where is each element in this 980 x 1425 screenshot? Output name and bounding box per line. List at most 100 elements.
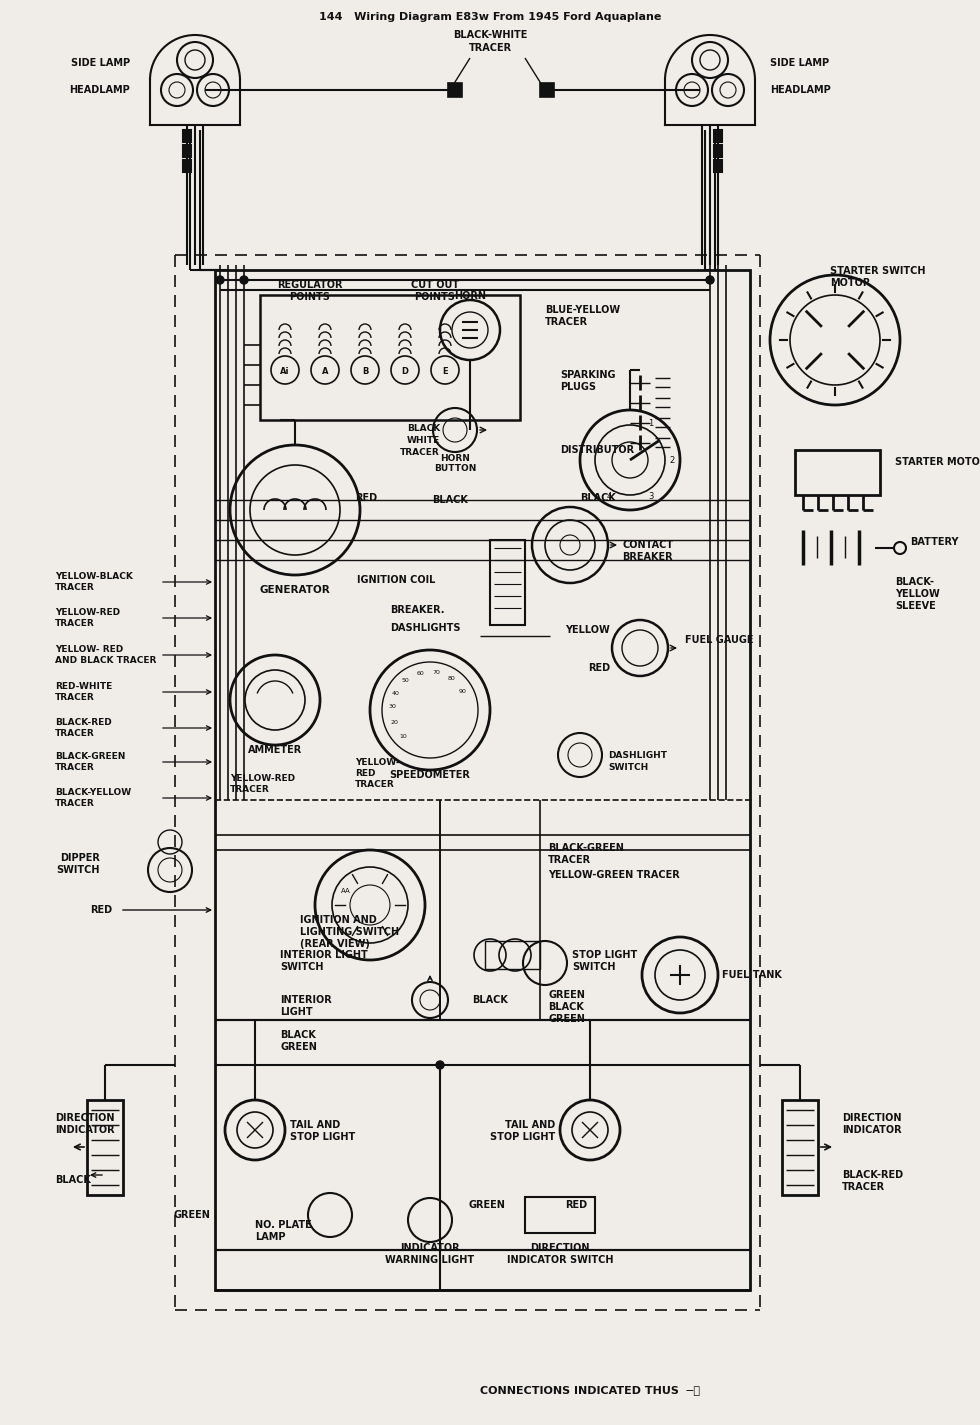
Text: DIPPER: DIPPER <box>60 854 100 864</box>
Text: LAMP: LAMP <box>255 1233 285 1243</box>
Text: SWITCH: SWITCH <box>280 962 323 972</box>
Text: TRACER: TRACER <box>468 43 512 53</box>
Text: BLACK: BLACK <box>432 494 468 504</box>
Text: LIGHT: LIGHT <box>280 1007 313 1017</box>
Text: DISTRIBUTOR: DISTRIBUTOR <box>560 445 634 455</box>
Text: (REAR VIEW): (REAR VIEW) <box>300 939 369 949</box>
Bar <box>183 160 191 172</box>
Text: PLUGS: PLUGS <box>560 382 596 392</box>
Bar <box>714 160 722 172</box>
Text: GREEN: GREEN <box>468 1200 505 1210</box>
Text: IGNITION COIL: IGNITION COIL <box>357 576 435 586</box>
Circle shape <box>216 276 224 284</box>
Text: HORN: HORN <box>440 453 470 463</box>
Text: YELLOW- RED
AND BLACK TRACER: YELLOW- RED AND BLACK TRACER <box>55 646 157 664</box>
Text: POINTS: POINTS <box>415 292 456 302</box>
Text: DASHLIGHT: DASHLIGHT <box>608 751 667 760</box>
Text: BLACK-GREEN
TRACER: BLACK-GREEN TRACER <box>55 752 125 772</box>
Text: INDICATOR: INDICATOR <box>842 1124 902 1134</box>
Text: 70: 70 <box>432 670 441 675</box>
Bar <box>183 130 191 142</box>
Text: SPARKING: SPARKING <box>560 370 615 380</box>
Bar <box>525 1197 595 1233</box>
Circle shape <box>436 1062 444 1069</box>
Text: 20: 20 <box>390 721 398 725</box>
Text: HORN: HORN <box>454 291 486 301</box>
Text: TAIL AND: TAIL AND <box>290 1120 340 1130</box>
Text: Ai: Ai <box>280 366 290 376</box>
Text: INTERIOR LIGHT: INTERIOR LIGHT <box>280 950 368 960</box>
Text: 1: 1 <box>649 419 654 428</box>
Text: RED: RED <box>355 768 375 778</box>
Text: INDICATOR SWITCH: INDICATOR SWITCH <box>507 1255 613 1265</box>
Text: GREEN: GREEN <box>173 1210 210 1220</box>
Bar <box>714 145 722 157</box>
Bar <box>782 1100 818 1196</box>
Text: SIDE LAMP: SIDE LAMP <box>770 58 829 68</box>
Text: WARNING LIGHT: WARNING LIGHT <box>385 1255 474 1265</box>
Text: BUTTON: BUTTON <box>434 463 476 473</box>
Text: SWITCH: SWITCH <box>572 962 615 972</box>
Text: AA: AA <box>341 888 351 893</box>
Text: E: E <box>442 366 448 376</box>
Text: TRACER: TRACER <box>355 779 395 788</box>
Text: GENERATOR: GENERATOR <box>260 586 330 596</box>
Text: BLACK-: BLACK- <box>895 577 934 587</box>
Text: INDICATOR: INDICATOR <box>400 1243 460 1253</box>
Bar <box>795 450 880 494</box>
Text: CUT OUT: CUT OUT <box>411 279 459 291</box>
Text: 60: 60 <box>416 671 424 675</box>
Text: TRACER: TRACER <box>842 1181 885 1191</box>
Text: RED: RED <box>565 1200 587 1210</box>
Text: POINTS: POINTS <box>289 292 330 302</box>
Text: LIGHTING SWITCH: LIGHTING SWITCH <box>300 928 399 938</box>
Text: 90: 90 <box>459 688 466 694</box>
Text: CONNECTIONS INDICATED THUS  ─⬥: CONNECTIONS INDICATED THUS ─⬥ <box>480 1385 700 1395</box>
Bar <box>714 130 722 142</box>
Text: HEADLAMP: HEADLAMP <box>70 86 130 95</box>
Text: NO. PLATE: NO. PLATE <box>255 1220 312 1230</box>
Text: FUEL TANK: FUEL TANK <box>722 970 782 980</box>
Text: 80: 80 <box>448 677 456 681</box>
Text: AMMETER: AMMETER <box>248 745 302 755</box>
Text: BLACK-RED: BLACK-RED <box>842 1170 904 1180</box>
Text: YELLOW: YELLOW <box>895 589 940 598</box>
Text: DIRECTION: DIRECTION <box>55 1113 115 1123</box>
Text: SWITCH: SWITCH <box>57 865 100 875</box>
Text: BLACK: BLACK <box>407 423 440 433</box>
Text: BREAKER: BREAKER <box>622 551 672 561</box>
Text: INDICATOR: INDICATOR <box>55 1124 115 1134</box>
Text: DIRECTION: DIRECTION <box>530 1243 590 1253</box>
Text: TRACER: TRACER <box>545 316 588 326</box>
Text: GREEN: GREEN <box>548 990 585 1000</box>
Bar <box>540 83 554 97</box>
Text: WHITE: WHITE <box>407 436 440 445</box>
Text: BLACK: BLACK <box>580 493 615 503</box>
Text: 144   Wiring Diagram E83w From 1945 Ford Aquaplane: 144 Wiring Diagram E83w From 1945 Ford A… <box>318 11 662 21</box>
Text: HEADLAMP: HEADLAMP <box>770 86 831 95</box>
Text: YELLOW-BLACK
TRACER: YELLOW-BLACK TRACER <box>55 573 133 591</box>
Text: SPEEDOMETER: SPEEDOMETER <box>390 770 470 779</box>
Text: SLEEVE: SLEEVE <box>895 601 936 611</box>
Text: IGNITION AND: IGNITION AND <box>300 915 376 925</box>
Text: YELLOW-RED: YELLOW-RED <box>230 774 295 782</box>
Text: 50: 50 <box>402 678 410 684</box>
Text: BLACK-WHITE: BLACK-WHITE <box>453 30 527 40</box>
Text: DIRECTION: DIRECTION <box>842 1113 902 1123</box>
Bar <box>183 145 191 157</box>
Text: GREEN: GREEN <box>280 1042 317 1052</box>
Text: BATTERY: BATTERY <box>910 537 958 547</box>
Text: RED: RED <box>90 905 112 915</box>
Text: BLACK-YELLOW
TRACER: BLACK-YELLOW TRACER <box>55 788 131 808</box>
Bar <box>448 83 462 97</box>
Text: STOP LIGHT: STOP LIGHT <box>490 1131 555 1141</box>
Bar <box>260 295 520 420</box>
Circle shape <box>706 276 714 284</box>
Text: BLACK-GREEN: BLACK-GREEN <box>548 844 624 854</box>
Text: B: B <box>362 366 368 376</box>
Text: STOP LIGHT: STOP LIGHT <box>290 1131 356 1141</box>
Text: REGULATOR: REGULATOR <box>277 279 343 291</box>
Text: GREEN: GREEN <box>548 1015 585 1025</box>
Text: STOP LIGHT: STOP LIGHT <box>572 950 637 960</box>
Text: D: D <box>402 366 409 376</box>
